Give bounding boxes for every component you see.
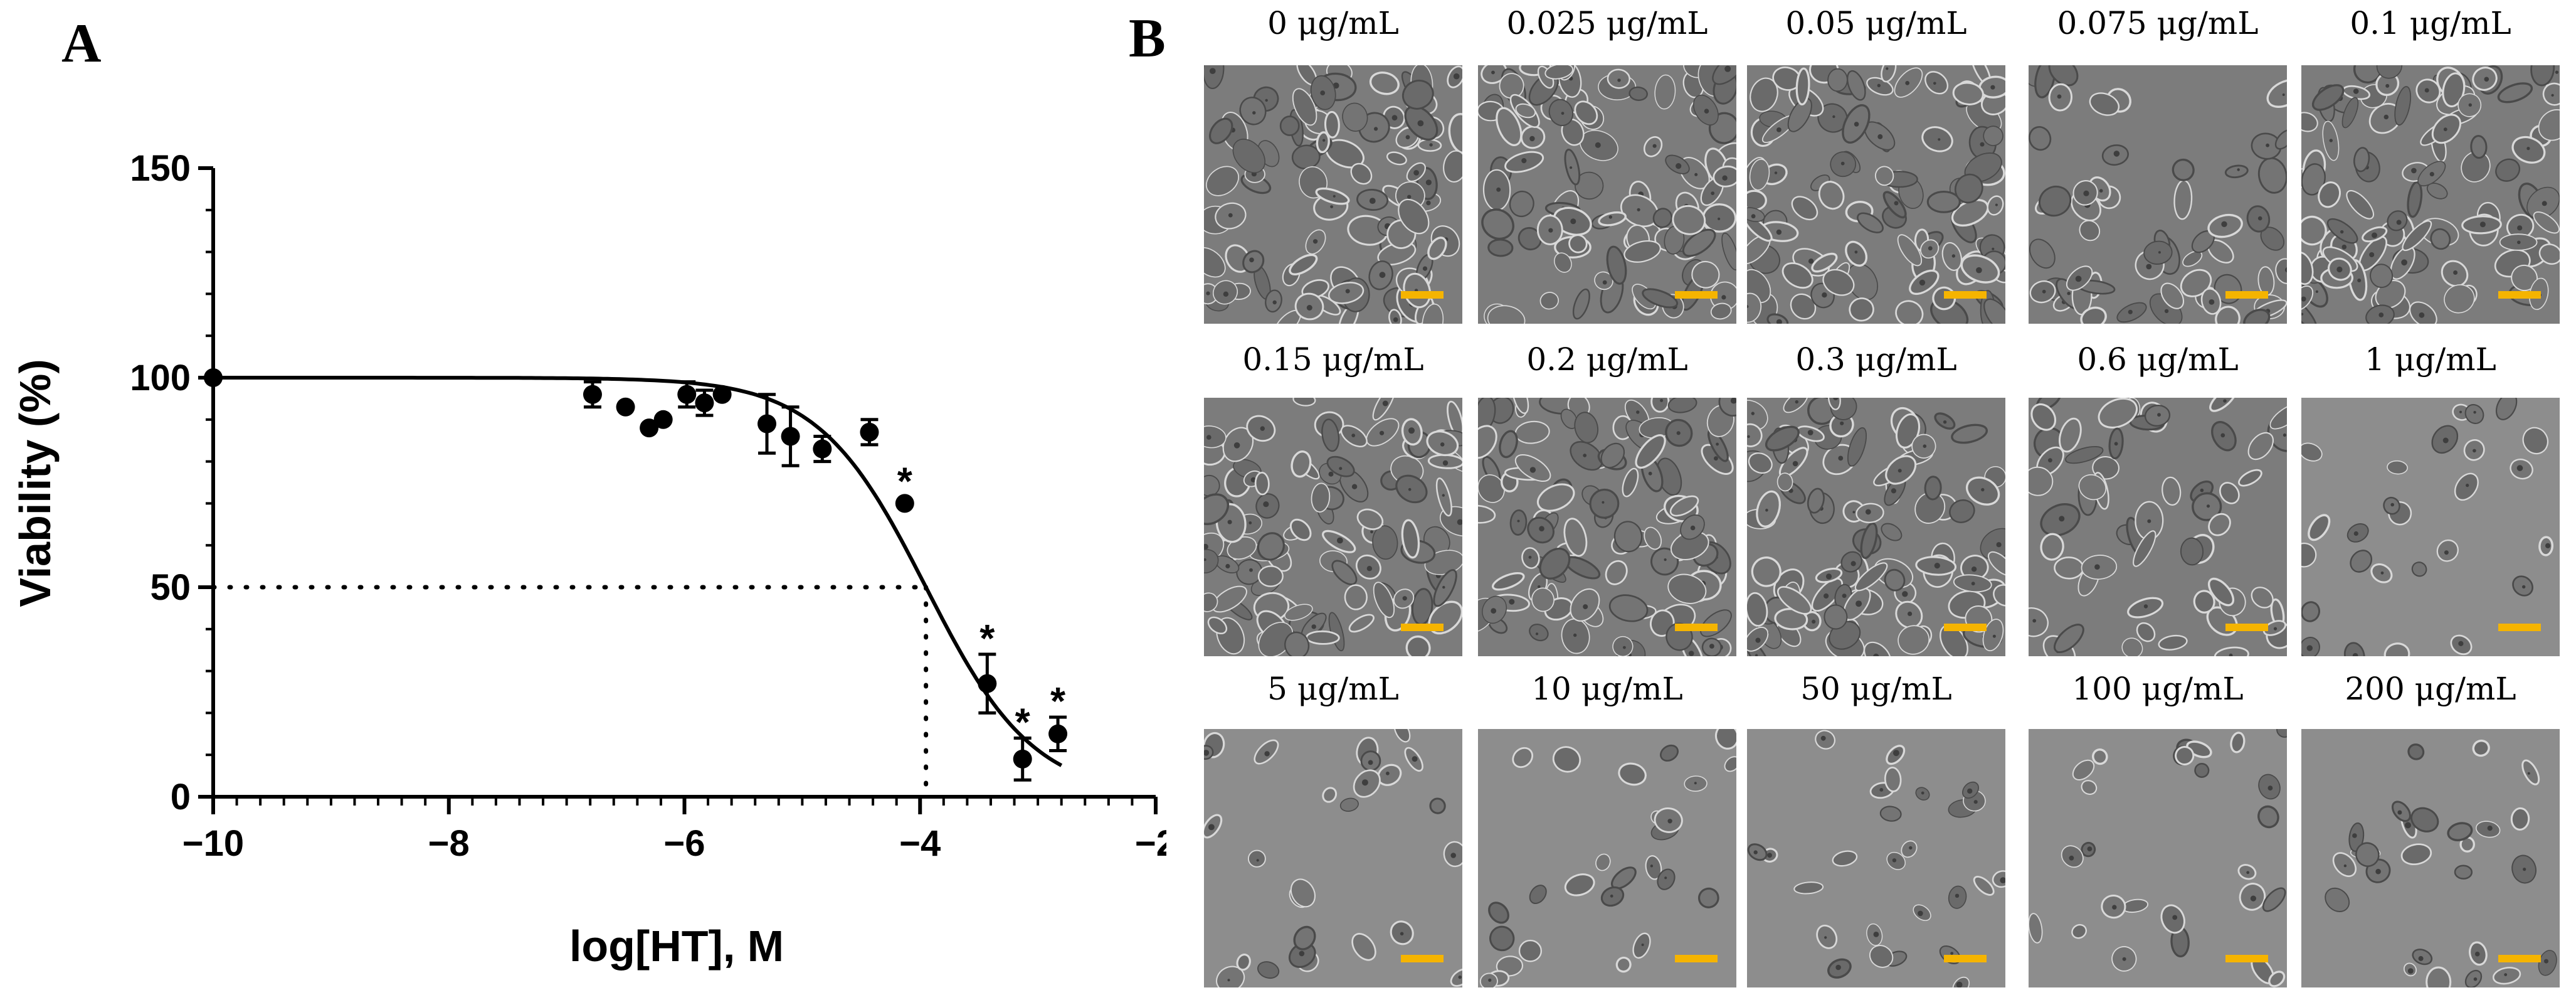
cell-culture-texture: [1747, 398, 2005, 656]
scale-bar: [1944, 955, 1987, 962]
micrograph-image: [2029, 729, 2287, 987]
data-point: [781, 427, 800, 446]
micrograph-image: [1747, 65, 2005, 324]
concentration-label: 10 μg/mL: [1531, 671, 1683, 707]
cell-culture-texture: [1204, 398, 1462, 656]
scale-bar: [2498, 291, 2541, 299]
concentration-label: 0.025 μg/mL: [1506, 5, 1708, 41]
significance-marker: *: [897, 460, 913, 503]
scale-bar: [2225, 291, 2268, 299]
concentration-label: 0.2 μg/mL: [1526, 341, 1688, 378]
concentration-label: 0 μg/mL: [1267, 5, 1399, 41]
y-tick-label: 0: [171, 777, 191, 817]
concentration-label: 0.15 μg/mL: [1242, 341, 1424, 378]
data-point: [204, 368, 223, 387]
cell-culture-texture: [2029, 65, 2287, 324]
y-tick-label: 100: [130, 358, 191, 398]
concentration-label: 0.05 μg/mL: [1785, 5, 1967, 41]
significance-marker: *: [1015, 701, 1031, 744]
micrograph-image: [2029, 65, 2287, 324]
scale-bar: [1401, 624, 1444, 631]
cell-culture-texture: [2301, 65, 2560, 324]
x-tick-label: −8: [428, 823, 470, 864]
data-point: [677, 385, 697, 404]
y-tick-label: 50: [150, 567, 191, 608]
cell-culture-texture: [2029, 729, 2287, 987]
micrograph-image: [1478, 398, 1736, 656]
x-tick-label: −10: [182, 823, 244, 864]
micrograph-panel: B 0 μg/mL 0.025 μg/mL 0.05 μg/mL 0.075 μg/m…: [1110, 0, 2576, 995]
scale-bar: [2498, 624, 2541, 631]
scale-bar: [1944, 624, 1987, 631]
cell-culture-texture: [1478, 65, 1736, 324]
concentration-label: 0.1 μg/mL: [2350, 5, 2511, 41]
cell-culture-texture: [1478, 729, 1736, 987]
scale-bar: [1401, 291, 1444, 299]
micrograph-image: [2301, 398, 2560, 656]
chart-plot-area: 0 50 100 150 −10 −8 −6 −4 −2 * * * *: [130, 148, 1166, 864]
x-tick-label: −4: [899, 823, 941, 864]
cell-culture-texture: [1204, 65, 1462, 324]
micrograph-image: [2301, 729, 2560, 987]
micrograph-image: [1478, 729, 1736, 987]
data-point: [757, 414, 777, 434]
data-point: [712, 385, 732, 404]
micrograph-image: [1747, 398, 2005, 656]
concentration-label: 100 μg/mL: [2072, 671, 2244, 707]
y-axis-title: Viability (%): [11, 359, 60, 607]
concentration-label: 1 μg/mL: [2365, 341, 2496, 378]
data-point: [653, 410, 673, 429]
data-point: [895, 494, 914, 513]
cell-culture-texture: [2301, 729, 2560, 987]
scale-bar: [1675, 955, 1718, 962]
data-point: [860, 422, 879, 442]
concentration-label: 0.6 μg/mL: [2077, 341, 2239, 378]
cell-culture-texture: [1204, 729, 1462, 987]
panel-letter-b: B: [1129, 8, 1166, 69]
x-axis-title: log[HT], M: [569, 922, 784, 971]
y-tick-label: 150: [130, 148, 191, 189]
micrograph-image: [2301, 65, 2560, 324]
micrograph-image: [1204, 65, 1462, 324]
micrograph-image: [2029, 398, 2287, 656]
cell-culture-texture: [2029, 398, 2287, 656]
viability-chart: A 0 50 100 150 −10 −8 −6 −4 −2 * * * * log[HT], M Vi…: [11, 13, 1166, 971]
x-tick-label: −2: [1135, 823, 1166, 864]
data-point: [640, 418, 659, 438]
significance-marker: *: [979, 617, 995, 661]
data-point: [695, 393, 714, 413]
concentration-label: 200 μg/mL: [2345, 671, 2516, 707]
cell-culture-texture: [1747, 729, 2005, 987]
scale-bar: [1675, 624, 1718, 631]
cell-culture-texture: [1478, 398, 1736, 656]
cell-culture-texture: [1747, 65, 2005, 324]
scale-bar: [2225, 955, 2268, 962]
panel-letter-a: A: [61, 13, 102, 74]
micrograph-image: [1478, 65, 1736, 324]
data-point: [813, 439, 832, 459]
data-point: [1048, 724, 1068, 743]
significance-marker: *: [1050, 680, 1066, 723]
micrograph-image: [1204, 398, 1462, 656]
scale-bar: [2498, 955, 2541, 962]
scale-bar: [1675, 291, 1718, 299]
concentration-label: 50 μg/mL: [1800, 671, 1952, 707]
concentration-label: 5 μg/mL: [1267, 671, 1399, 707]
scale-bar: [1401, 955, 1444, 962]
x-tick-label: −6: [663, 823, 705, 864]
concentration-label: 0.075 μg/mL: [2057, 5, 2259, 41]
data-point: [1013, 749, 1032, 769]
scale-bar: [1944, 291, 1987, 299]
micrograph-image: [1747, 729, 2005, 987]
data-point: [978, 674, 997, 693]
scale-bar: [2225, 624, 2268, 631]
data-point: [616, 397, 635, 417]
concentration-label: 0.3 μg/mL: [1795, 341, 1957, 378]
fit-curve: [213, 376, 1063, 767]
data-point: [583, 385, 602, 404]
cell-culture-texture: [2301, 398, 2560, 656]
micrograph-image: [1204, 729, 1462, 987]
